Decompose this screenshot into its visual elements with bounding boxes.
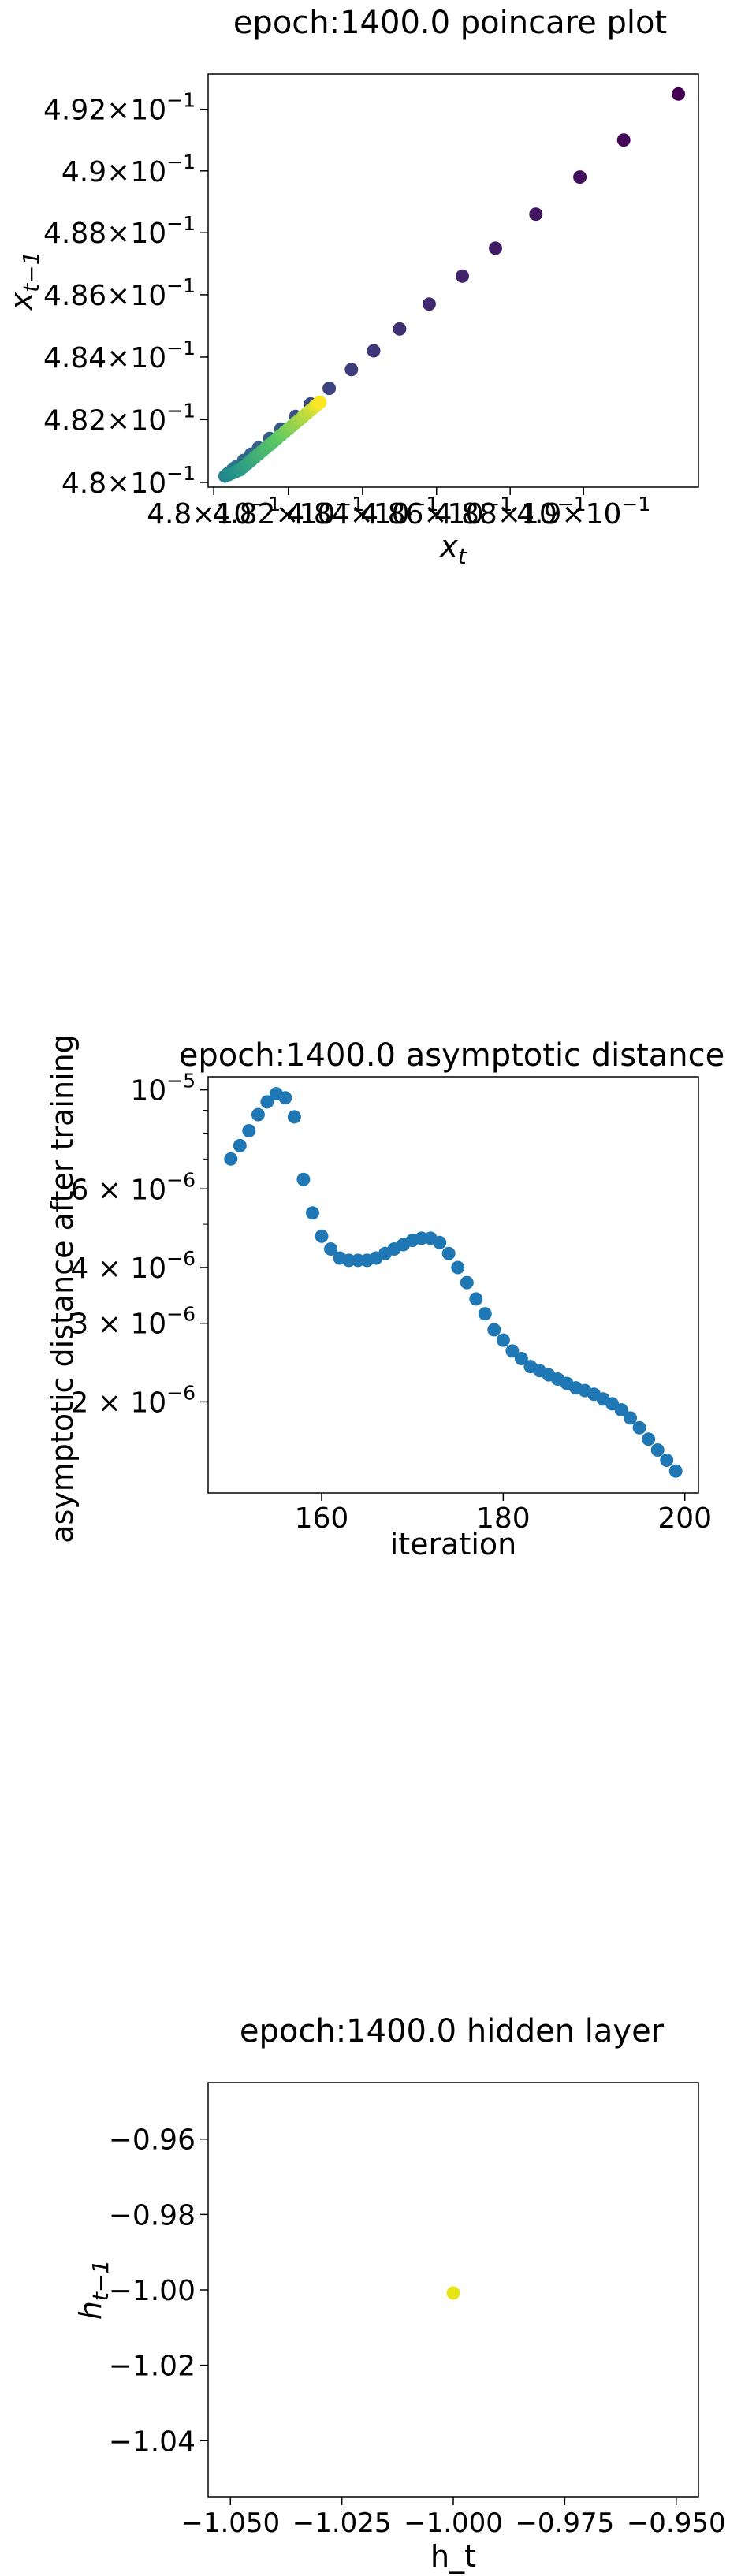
data-points (218, 87, 686, 483)
x-axis-label: iteration (390, 1527, 517, 1562)
x-tick-label: −1.050 (181, 2507, 280, 2539)
x-tick-label: 4.82×10−1 (212, 493, 364, 530)
y-tick-label: 3 × 10−6 (70, 1303, 196, 1341)
data-point (296, 1172, 311, 1186)
data-point (322, 382, 337, 396)
data-point (324, 1242, 337, 1256)
data-point (224, 1152, 238, 1166)
data-point (632, 1420, 646, 1435)
chart-title: epoch:1400.0 poincare plot (233, 5, 667, 41)
data-point (668, 1464, 683, 1478)
y-tick-label: 4.84×10−1 (43, 337, 196, 374)
data-point (660, 1454, 674, 1467)
y-axis-label: ht−1 (73, 2260, 114, 2320)
data-point (242, 1124, 256, 1137)
data-point (624, 1411, 638, 1425)
y-axis-ticks: 10−5 6 × 10−6 4 × 10−6 3 × 10−6 2 × 10−6 (70, 1070, 208, 1419)
data-point (306, 1206, 319, 1220)
y-tick-label: 10−5 (130, 1070, 196, 1107)
y-tick-label: 4.82×10−1 (43, 399, 196, 437)
chart-title: epoch:1400.0 asymptotic distance (179, 1037, 725, 1074)
data-point (260, 1095, 274, 1109)
data-points (224, 1087, 683, 1478)
data-point (441, 1246, 456, 1260)
data-point (278, 1091, 292, 1105)
y-tick-label: 4 × 10−6 (70, 1247, 196, 1285)
x-axis-ticks: 160 180 200 (295, 1493, 712, 1535)
y-tick-label: 6 × 10−6 (70, 1168, 196, 1206)
x-tick-label: 4.86×10−1 (360, 493, 512, 530)
x-axis-ticks: 4.8×10−14.82×10−14.84×10−14.86×10−14.88×… (147, 487, 650, 530)
data-point (251, 1107, 265, 1122)
data-point (469, 1292, 483, 1306)
data-point (460, 1275, 474, 1290)
x-axis-ticks: −1.050 −1.025 −1.000 −0.975 −0.950 (181, 2497, 726, 2539)
y-tick-label: 4.88×10−1 (43, 212, 196, 250)
x-tick-label: 4.84×10−1 (286, 493, 438, 530)
data-point (451, 1260, 465, 1275)
data-point (478, 1307, 492, 1321)
x-tick-label: 200 (657, 1502, 712, 1535)
y-tick-label: 4.86×10−1 (43, 274, 196, 312)
y-axis-ticks: 4.8×10−1 4.82×10−1 4.84×10−1 4.86×10−1 4.88×… (43, 89, 208, 500)
data-point (344, 363, 359, 377)
data-point (489, 241, 502, 255)
x-axis-label: xt (439, 529, 467, 568)
data-point (422, 297, 436, 311)
poincare-plot-chart: epoch:1400.0 poincare plot 4.8×10−14.82×… (4, 5, 699, 568)
poincare-plot-panel: epoch:1400.0 poincare plot 4.8×10−1 4.82×… (0, 0, 756, 568)
data-point (529, 207, 543, 221)
y-tick-label: 4.9×10−1 (61, 151, 196, 188)
y-tick-label: 4.92×10−1 (43, 89, 196, 127)
data-point (446, 2286, 460, 2300)
data-point (573, 170, 587, 184)
x-tick-label: −0.975 (515, 2507, 614, 2539)
x-tick-label: −1.025 (292, 2507, 392, 2539)
data-point (616, 133, 631, 147)
hidden-layer-panel: epoch:1400.0 hidden layer −1.050 −1.025 −1… (0, 2002, 756, 2576)
x-tick-label: 4.8×10−1 (147, 493, 281, 530)
x-tick-label: −0.950 (627, 2507, 726, 2539)
data-point (456, 269, 469, 283)
data-points (446, 2286, 460, 2300)
data-point (642, 1432, 656, 1446)
data-point (496, 1333, 510, 1347)
y-tick-label: −1.00 (109, 2275, 196, 2307)
data-point (433, 1235, 447, 1249)
hidden-layer-chart: epoch:1400.0 hidden layer −1.050 −1.025 −1… (73, 2013, 726, 2574)
y-tick-label: 2 × 10−6 (70, 1381, 196, 1419)
data-point (315, 1229, 329, 1243)
y-axis-ticks: −0.96 −0.98 −1.00 −1.02 −1.04 (109, 2124, 208, 2458)
data-point (287, 1110, 301, 1124)
data-point (614, 1403, 628, 1416)
x-tick-label: 4.88×10−1 (434, 493, 587, 530)
x-tick-label: 180 (476, 1502, 531, 1535)
data-point (505, 1344, 520, 1358)
data-point (672, 87, 686, 101)
x-tick-label: 4.9×10−1 (516, 493, 650, 530)
data-point (514, 1352, 528, 1365)
data-point (313, 396, 327, 409)
x-tick-label: 160 (295, 1502, 349, 1535)
x-tick-label: −1.000 (404, 2507, 503, 2539)
y-tick-label: −0.96 (109, 2124, 196, 2157)
plot-area-frame (207, 73, 699, 488)
y-tick-label: −0.98 (109, 2199, 196, 2232)
asymptotic-distance-panel: epoch:1400.0 asymptotic distance 160 180 2… (0, 1025, 756, 1592)
data-point (233, 1138, 247, 1152)
data-point (487, 1323, 501, 1337)
asymptotic-distance-chart: epoch:1400.0 asymptotic distance 160 180 2… (45, 1034, 725, 1562)
data-point (393, 322, 407, 336)
data-point (367, 344, 381, 358)
y-axis-label: asymptotic distance after training (45, 1034, 80, 1543)
y-tick-label: −1.04 (109, 2425, 196, 2458)
chart-title: epoch:1400.0 hidden layer (240, 2013, 665, 2049)
data-point (650, 1443, 665, 1457)
y-tick-label: 4.8×10−1 (61, 462, 196, 500)
plot-area-frame (207, 1076, 699, 1494)
y-axis-label: xt−1 (4, 251, 44, 311)
x-axis-label: h_t (430, 2539, 476, 2574)
y-tick-label: −1.02 (109, 2351, 196, 2383)
